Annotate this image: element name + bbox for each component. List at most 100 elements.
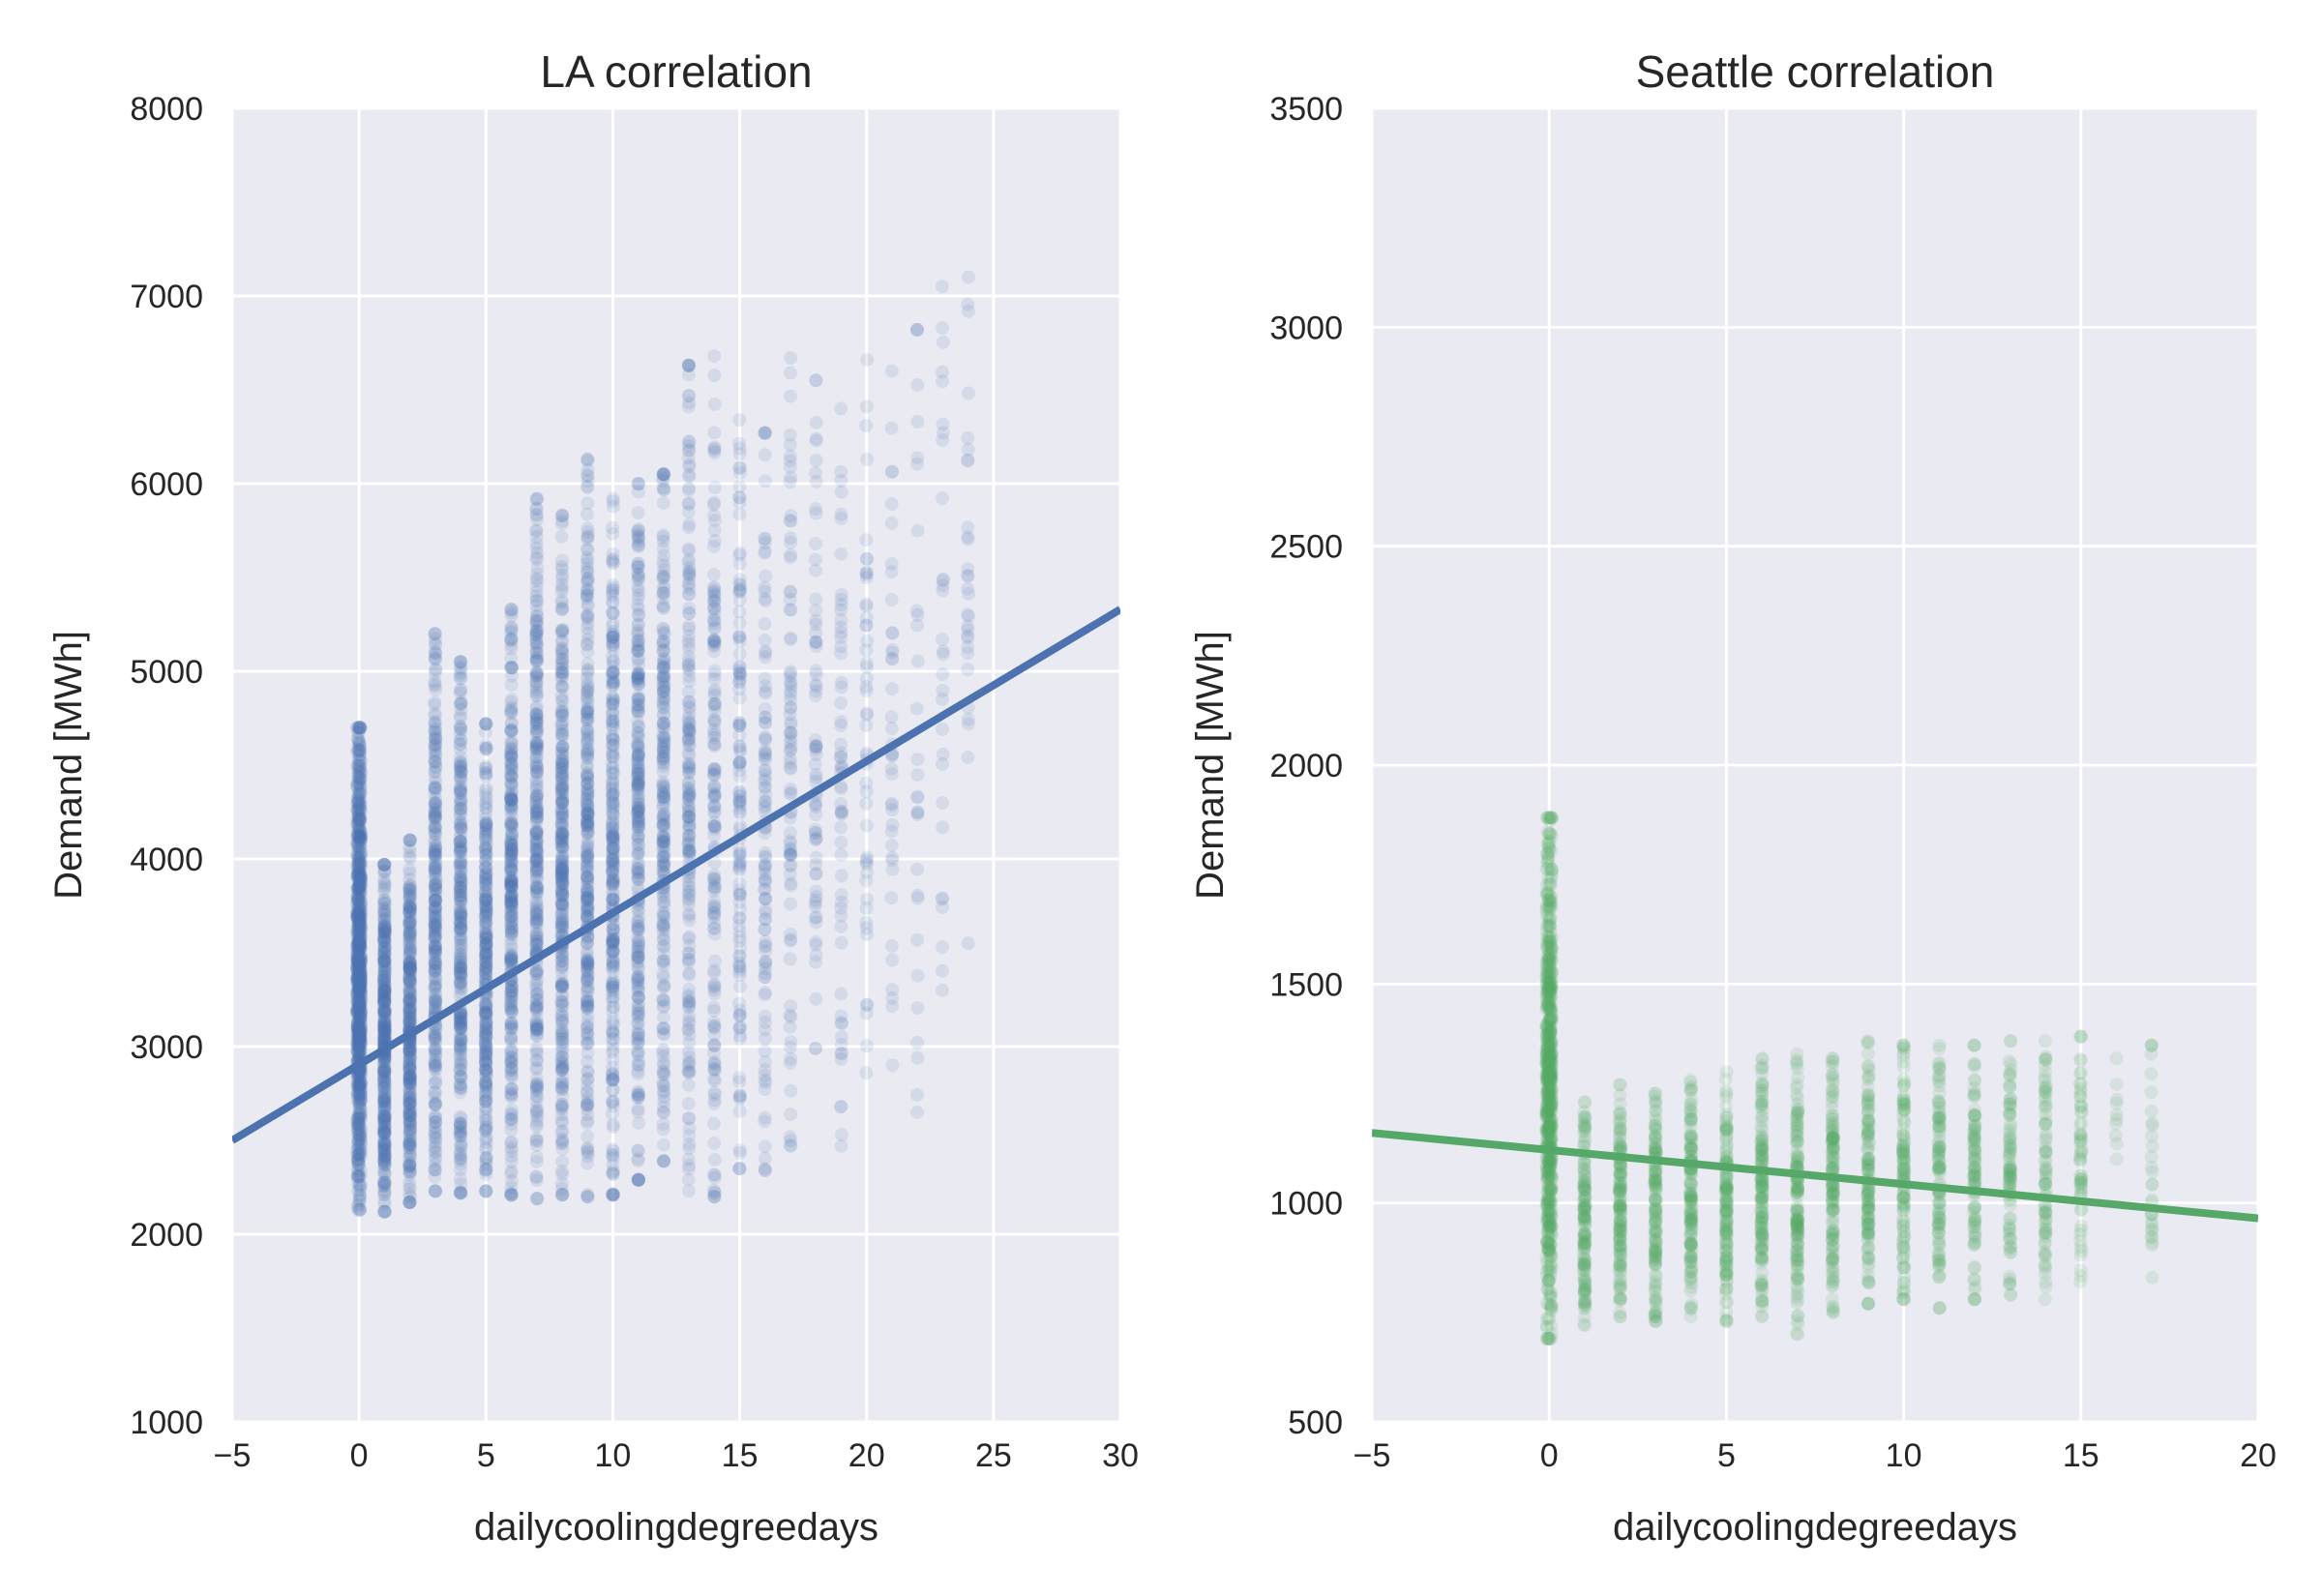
- scatter-point: [354, 992, 369, 1007]
- scatter-point: [530, 761, 545, 776]
- scatter-point: [352, 813, 367, 827]
- scatter-point: [352, 1047, 367, 1061]
- scatter-point: [353, 1123, 368, 1138]
- scatter-point: [354, 918, 369, 932]
- scatter-point: [352, 1157, 367, 1171]
- scatter-point: [350, 868, 365, 882]
- scatter-point: [350, 892, 365, 906]
- scatter-point: [580, 626, 595, 640]
- scatter-point: [377, 1125, 392, 1139]
- scatter-point: [377, 1018, 392, 1032]
- scatter-point: [352, 905, 367, 920]
- scatter-point: [479, 947, 493, 961]
- scatter-point: [353, 804, 368, 818]
- scatter-point: [606, 1188, 620, 1202]
- scatter-point: [657, 678, 671, 693]
- scatter-point: [350, 977, 365, 991]
- scatter-point: [352, 983, 367, 997]
- scatter-point: [352, 1118, 367, 1133]
- scatter-point: [377, 1071, 392, 1085]
- scatter-point: [656, 1010, 670, 1024]
- scatter-point: [353, 972, 368, 987]
- scatter-point: [353, 1031, 368, 1046]
- scatter-point: [377, 1019, 392, 1033]
- scatter-point: [631, 665, 645, 680]
- scatter-point: [377, 931, 392, 946]
- scatter-point: [353, 1009, 368, 1023]
- scatter-point: [351, 749, 366, 763]
- scatter-point: [353, 987, 368, 1001]
- scatter-point: [352, 1008, 367, 1022]
- scatter-point: [354, 833, 369, 847]
- scatter-point: [353, 1075, 368, 1089]
- scatter-point: [377, 1126, 392, 1140]
- scatter-point: [352, 1152, 367, 1167]
- scatter-point: [504, 608, 519, 623]
- scatter-point: [353, 996, 368, 1011]
- scatter-point: [428, 695, 442, 710]
- scatter-point: [377, 1125, 392, 1139]
- scatter-point: [351, 812, 366, 826]
- scatter-point: [350, 961, 365, 975]
- scatter-point: [353, 925, 368, 939]
- scatter-point: [351, 1090, 366, 1105]
- scatter-point: [377, 926, 392, 940]
- scatter-point: [352, 739, 367, 754]
- scatter-point: [352, 958, 367, 972]
- scatter-point: [352, 938, 367, 953]
- scatter-point: [353, 721, 368, 735]
- scatter-point: [377, 893, 392, 907]
- scatter-point: [351, 913, 366, 928]
- scatter-point: [529, 651, 544, 665]
- scatter-point: [352, 1194, 367, 1208]
- scatter-point: [353, 901, 368, 916]
- scatter-point: [554, 529, 569, 544]
- scatter-point: [351, 1021, 366, 1036]
- scatter-point: [351, 1069, 366, 1083]
- scatter-point: [350, 872, 365, 886]
- scatter-point: [377, 1095, 392, 1109]
- scatter-point: [377, 1151, 392, 1166]
- scatter-point: [353, 899, 368, 913]
- scatter-point: [377, 971, 392, 986]
- scatter-point: [377, 1158, 392, 1172]
- scatter-point: [682, 938, 697, 953]
- scatter-point: [377, 1017, 392, 1031]
- scatter-point: [354, 899, 369, 913]
- scatter-point: [351, 990, 366, 1005]
- scatter-point: [353, 1101, 368, 1115]
- scatter-point: [350, 881, 365, 896]
- scatter-point: [354, 954, 369, 968]
- scatter-point: [350, 963, 365, 978]
- scatter-point: [351, 828, 366, 842]
- scatter-point: [350, 1004, 365, 1019]
- scatter-point: [377, 926, 392, 940]
- scatter-point: [351, 965, 366, 980]
- scatter-point: [681, 1110, 696, 1125]
- scatter-point: [352, 1101, 367, 1115]
- scatter-point: [353, 1089, 368, 1104]
- scatter-point: [353, 984, 368, 998]
- scatter-point: [377, 1020, 392, 1034]
- scatter-point: [350, 896, 365, 910]
- scatter-point: [631, 485, 645, 499]
- scatter-point: [350, 889, 365, 903]
- scatter-point: [350, 881, 365, 896]
- scatter-point: [656, 467, 670, 482]
- scatter-point: [656, 662, 670, 676]
- scatter-point: [353, 721, 368, 735]
- scatter-point: [377, 912, 392, 927]
- scatter-point: [352, 808, 367, 822]
- scatter-point: [377, 1099, 392, 1113]
- scatter-point: [351, 1107, 366, 1121]
- scatter-point: [376, 1021, 391, 1036]
- scatter-point: [681, 434, 696, 449]
- scatter-point: [377, 952, 392, 966]
- scatter-point: [377, 1126, 392, 1140]
- scatter-point: [350, 1044, 365, 1058]
- scatter-point: [350, 950, 365, 964]
- scatter-point: [352, 982, 367, 996]
- scatter-point: [350, 985, 365, 999]
- scatter-point: [376, 950, 391, 964]
- scatter-point: [350, 1114, 365, 1129]
